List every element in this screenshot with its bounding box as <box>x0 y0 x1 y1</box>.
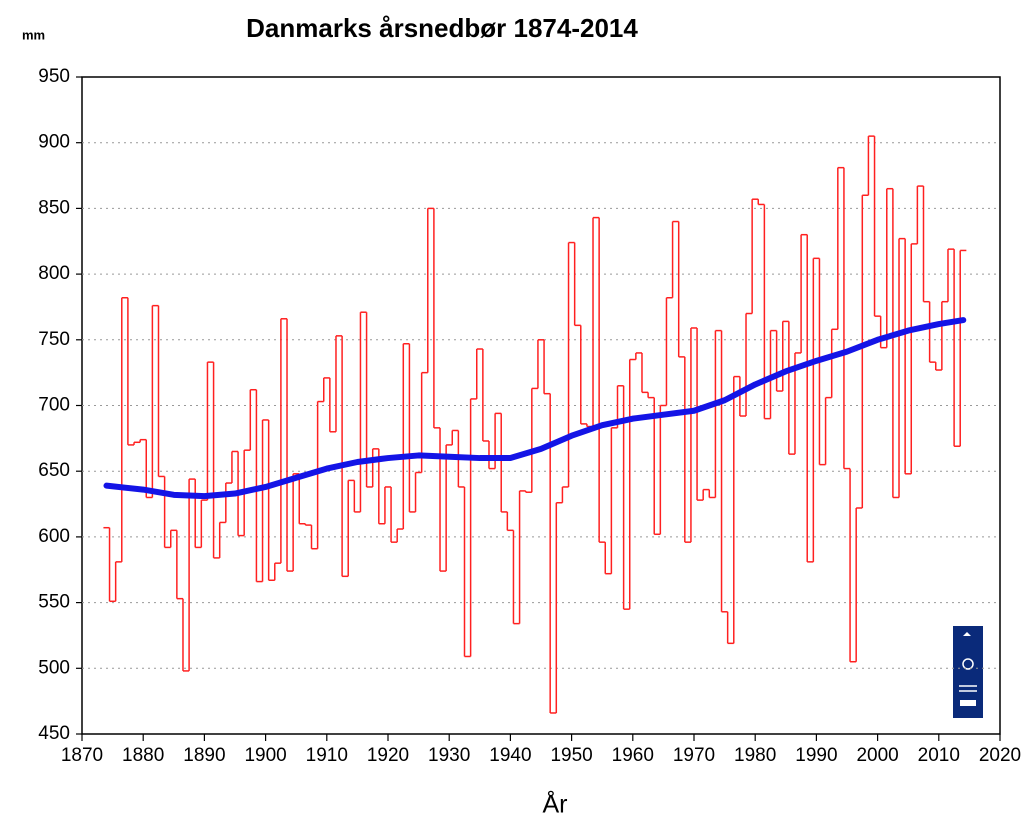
x-tick-label: 1940 <box>489 745 531 766</box>
y-tick-label: 800 <box>38 263 70 284</box>
x-tick-label: 1880 <box>122 745 164 766</box>
x-tick-label: 1910 <box>306 745 348 766</box>
trend-line <box>103 317 967 500</box>
x-tick-label: 1870 <box>61 745 103 766</box>
y-tick-label: 950 <box>38 66 70 87</box>
x-tick-label: 2010 <box>918 745 960 766</box>
x-tick-label: 2000 <box>856 745 898 766</box>
y-tick-label: 750 <box>38 329 70 350</box>
x-tick-label: 1980 <box>734 745 776 766</box>
x-tick-label: 1930 <box>428 745 470 766</box>
x-tick-label: 1900 <box>244 745 286 766</box>
x-tick-label: 1950 <box>550 745 592 766</box>
x-tick-label: 2020 <box>979 745 1021 766</box>
logo-mark <box>960 700 976 706</box>
y-tick-label: 450 <box>38 723 70 744</box>
x-tick-label: 1970 <box>673 745 715 766</box>
y-unit-label: mm <box>22 27 45 42</box>
y-tick-label: 550 <box>38 592 70 613</box>
y-tick-label: 900 <box>38 132 70 153</box>
y-tick-label: 500 <box>38 657 70 678</box>
x-tick-label: 1890 <box>183 745 225 766</box>
x-tick-label: 1960 <box>612 745 654 766</box>
logo-sun <box>962 658 974 670</box>
dmi-logo <box>953 626 983 718</box>
chart-title: Danmarks årsnedbør 1874-2014 <box>246 13 638 43</box>
y-tick-label: 700 <box>38 395 70 416</box>
y-tick-label: 650 <box>38 460 70 481</box>
x-tick-label: 1920 <box>367 745 409 766</box>
logo-crown <box>963 632 971 636</box>
x-tick-label: 1990 <box>795 745 837 766</box>
y-tick-label: 850 <box>38 197 70 218</box>
y-tick-label: 600 <box>38 526 70 547</box>
x-axis-label: År <box>543 789 568 819</box>
